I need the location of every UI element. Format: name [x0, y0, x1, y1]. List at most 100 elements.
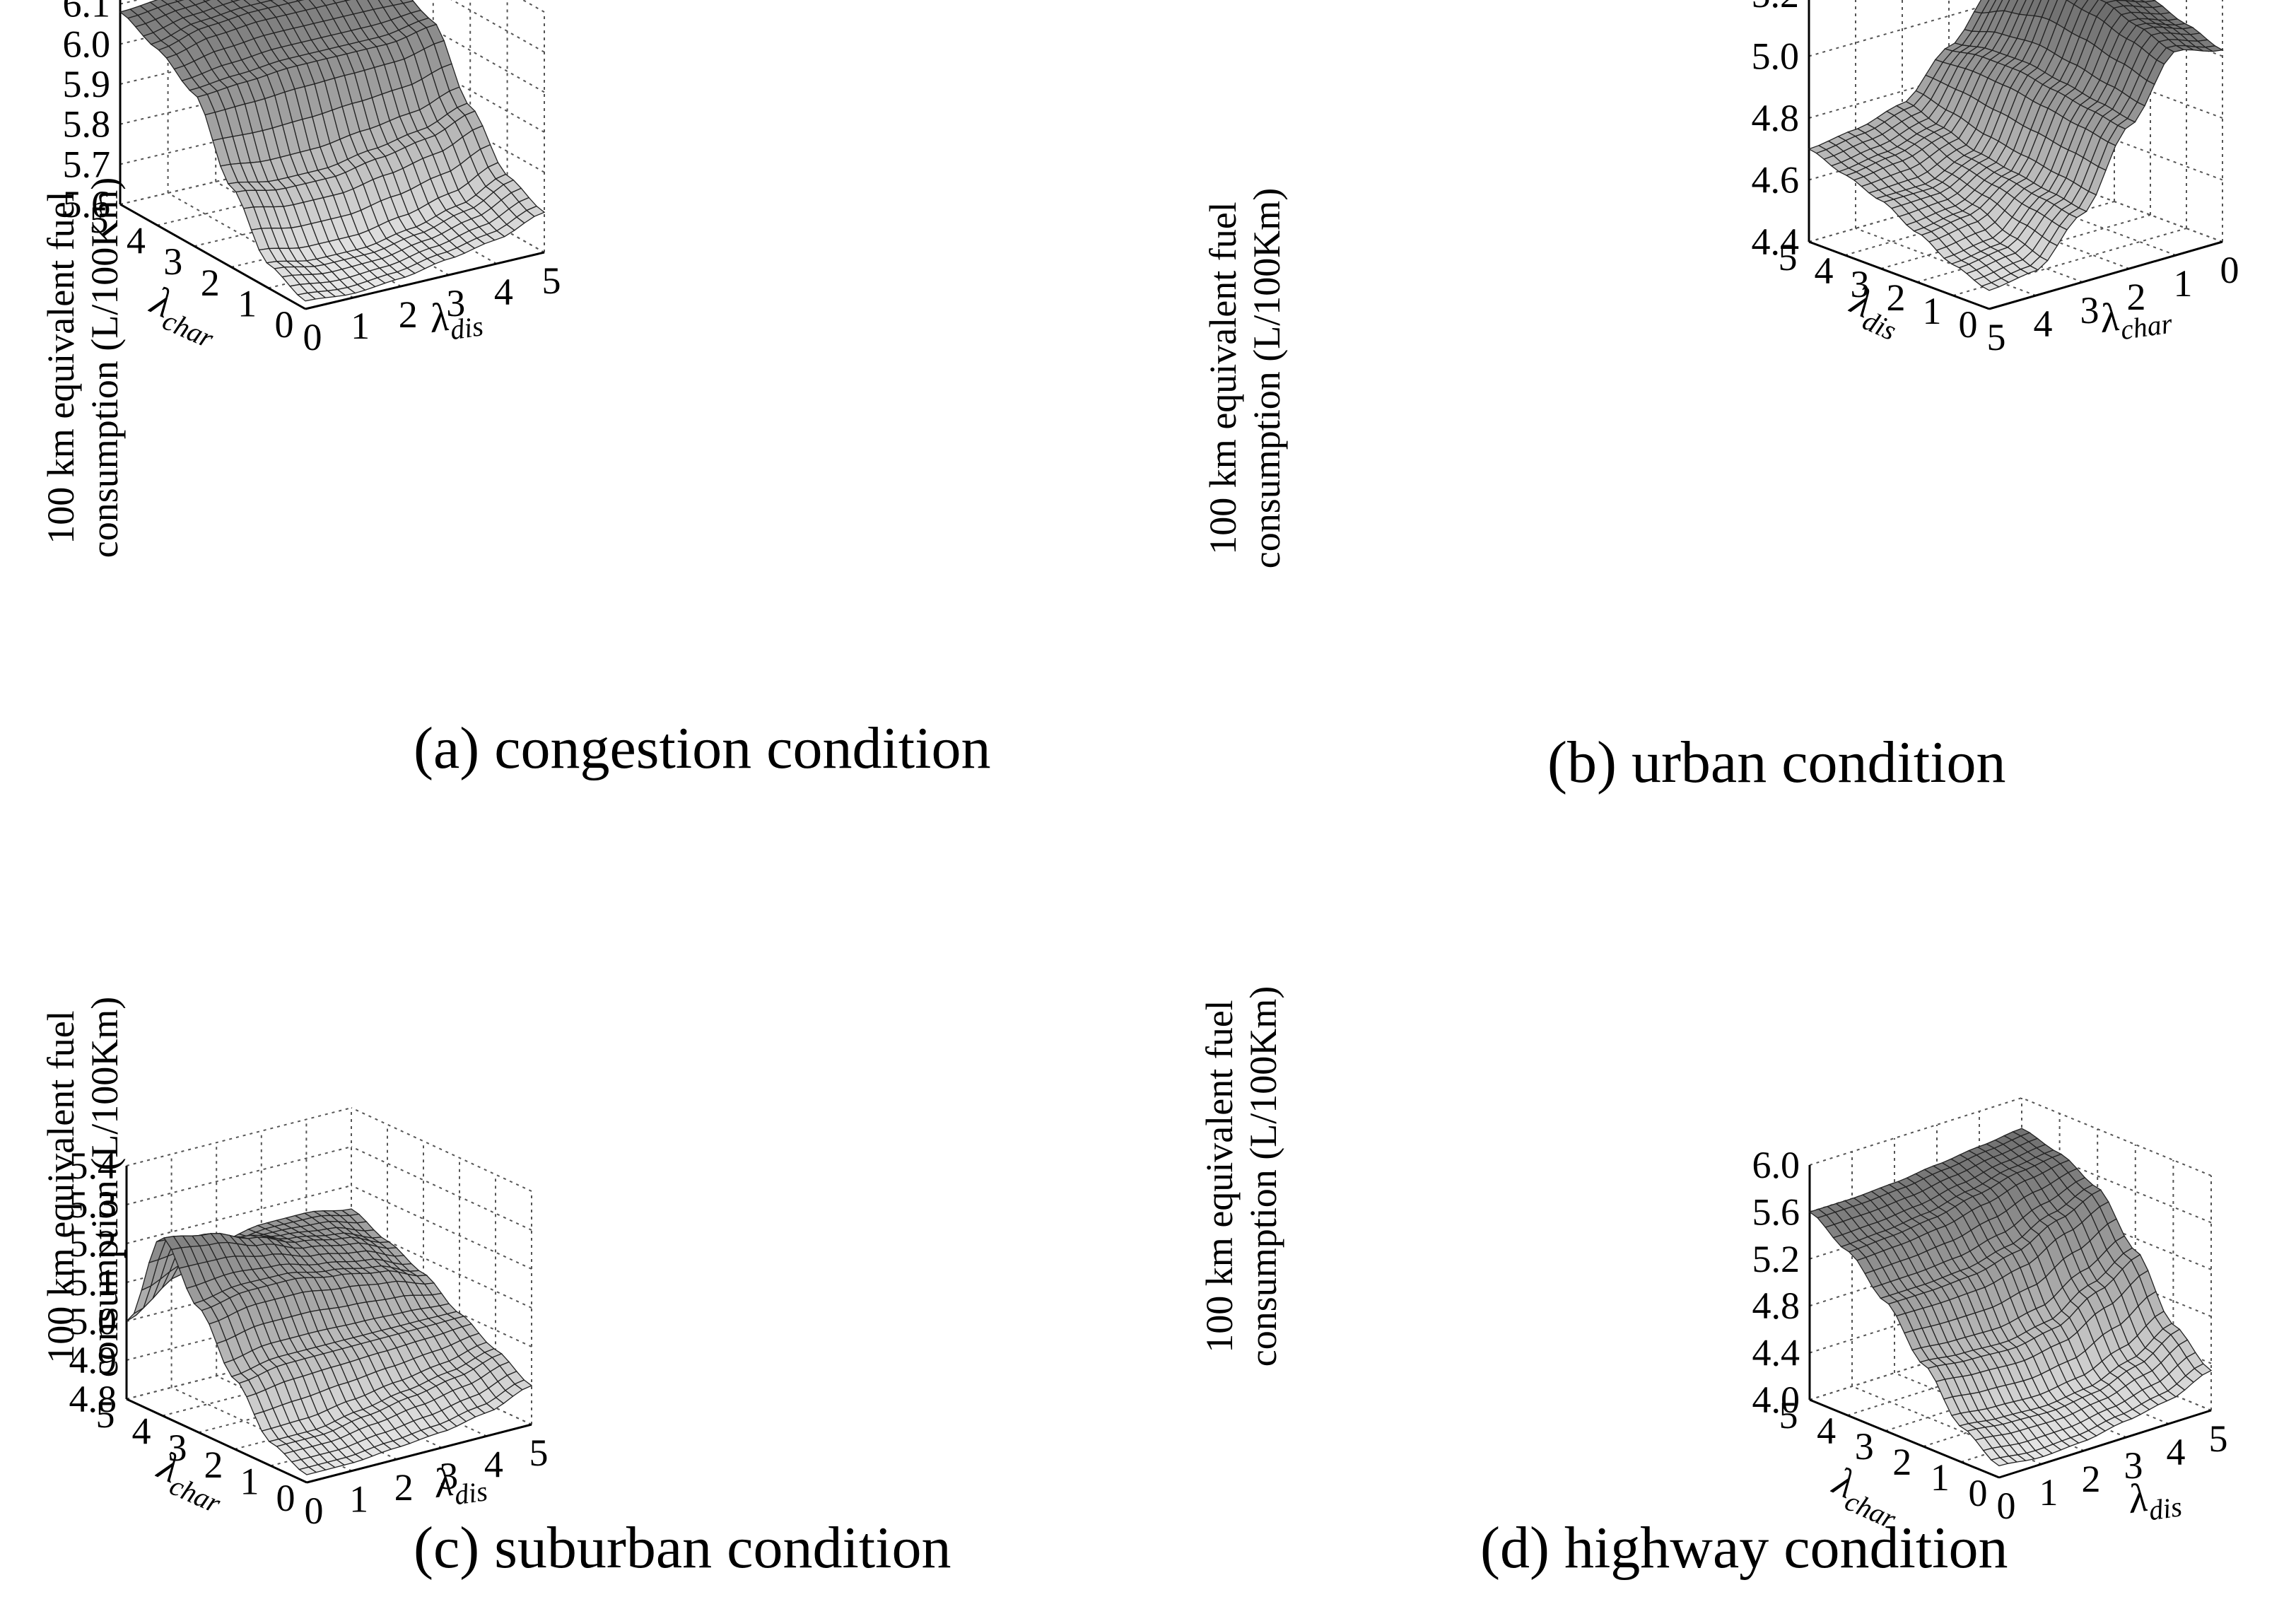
z-tick-label: 4.0 — [1752, 1379, 1800, 1421]
y-tick-label: 5 — [1779, 236, 1798, 279]
y-tick-label: 4 — [132, 1410, 151, 1453]
caption-d: (d) highway condition — [1480, 1515, 2008, 1581]
y-tick-label: 0 — [1969, 1472, 1988, 1514]
z-axis-label-a: 100 km equivalent fuel consumption (L/100… — [40, 177, 126, 558]
z-tick-label: 4.4 — [1752, 221, 1800, 263]
floor-gridline — [1952, 228, 2187, 296]
y-tick-label: 3 — [168, 1427, 187, 1469]
back-wall-gridline — [126, 1107, 352, 1166]
x-axis-label: λdis — [426, 289, 486, 349]
z-tick-label: 6.0 — [63, 23, 111, 65]
y-axis-line — [1809, 1398, 2000, 1479]
y-tick-label: 2 — [1892, 1441, 1911, 1483]
back-wall-gridline — [351, 1224, 532, 1309]
y-tick-label: 5 — [90, 199, 109, 241]
y-tick-label: 3 — [1851, 263, 1870, 305]
z-tick-label: 5.6 — [63, 183, 111, 226]
z-tick-label: 5.7 — [63, 143, 111, 185]
surface-patch — [298, 1466, 317, 1475]
y-tick-label: 0 — [1959, 303, 1978, 346]
z-tick-label: 4.6 — [1752, 159, 1800, 201]
x-axis-line — [306, 1423, 532, 1484]
z-tick-label: 5.4 — [69, 1145, 117, 1187]
x-tick-label: 2 — [399, 293, 418, 336]
y-tick-label: 1 — [238, 282, 257, 324]
y-tick-label: 5 — [1779, 1394, 1798, 1437]
x-tick-label: 0 — [2220, 249, 2239, 291]
back-wall-gridline — [351, 1107, 532, 1192]
z-tick-label: 5.2 — [1752, 1238, 1800, 1280]
floor-gridline — [1894, 1372, 2085, 1451]
x-tick-label: 0 — [305, 1490, 324, 1532]
y-tick-label: 4 — [1815, 250, 1834, 292]
y-tick-label: 1 — [1931, 1456, 1950, 1499]
x-tick-label: 0 — [303, 316, 322, 358]
surface-patch — [296, 292, 317, 302]
z-tick-label: 4.9 — [69, 1339, 117, 1381]
panel-d: 0 1 2 3 4 5 0 1 2 3 4 5 4.0 4.4 4.8 5.2 5.6 6.0 λdis λchar … — [1148, 798, 2296, 1596]
back-wall-gridline — [351, 1185, 532, 1270]
x-tick-label: 1 — [349, 1478, 368, 1521]
z-tick-label: 5.1 — [69, 1261, 117, 1304]
back-wall-gridline — [126, 1185, 352, 1244]
panel-c: 0 1 2 3 4 5 0 1 2 3 4 5 4.8 4.9 5.0 5.1 5.2 5.3 5.4 λdis λch… — [0, 798, 1148, 1596]
y-tick-label: 0 — [276, 1477, 295, 1519]
y-axis-line — [1808, 240, 1990, 310]
back-wall-gridline — [2021, 1097, 2212, 1176]
x-axis-line — [305, 251, 545, 310]
back-wall-gridline — [1809, 1097, 2022, 1166]
x-axis-line — [1998, 1409, 2212, 1479]
y-tick-label: 2 — [1887, 276, 1906, 319]
x-tick-label: 4 — [2034, 303, 2053, 345]
surface-mesh — [126, 1208, 533, 1475]
z-tick-label: 4.4 — [1752, 1332, 1800, 1374]
y-tick-label: 2 — [204, 1444, 223, 1486]
x-tick-label: 5 — [1987, 316, 2006, 358]
z-tick-label: 5.8 — [63, 103, 111, 146]
surface-plot-a: 0123450123455.65.75.85.96.06.16.2λdisλch… — [63, 0, 561, 358]
caption-c: (c) suburban condition — [414, 1515, 951, 1581]
x-tick-label: 3 — [2124, 1444, 2143, 1487]
back-wall-gridline — [351, 1146, 532, 1231]
z-axis-label-b: 100 km equivalent fuel consumption (L/100… — [1202, 187, 1288, 569]
z-tick-label: 5.0 — [69, 1300, 117, 1342]
y-axis-line — [126, 1398, 308, 1484]
x-tick-label: 1 — [2039, 1471, 2058, 1514]
y-tick-label: 0 — [275, 303, 294, 346]
y-tick-label: 2 — [201, 262, 220, 304]
y-tick-label: 1 — [240, 1460, 259, 1502]
y-tick-label: 4 — [127, 220, 146, 262]
surface-mesh — [119, 0, 546, 302]
x-tick-label: 2 — [394, 1466, 414, 1509]
surface-plot-c: 0 1 2 3 4 50123454.84.95.05.15.25.35.4λdisλch… — [69, 1107, 549, 1532]
x-tick-label: 0 — [1997, 1485, 2016, 1527]
z-tick-label: 5.2 — [69, 1222, 117, 1265]
z-axis-label-c: 100 km equivalent fuel consumption (L/100… — [40, 996, 126, 1378]
y-tick-label: 1 — [1923, 290, 1942, 332]
back-wall-gridline — [126, 1146, 352, 1205]
y-tick-label: 3 — [163, 240, 182, 283]
z-tick-label: 6.1 — [63, 0, 111, 25]
x-axis-label: λdis — [2125, 1470, 2184, 1530]
caption-a: (a) congestion condition — [414, 715, 991, 781]
z-axis-label-d: 100 km equivalent fuel consumption (L/100… — [1198, 985, 1284, 1367]
z-tick-label: 4.8 — [69, 1378, 117, 1420]
x-tick-label: 3 — [446, 282, 465, 324]
x-axis-line — [1988, 240, 2223, 310]
y-tick-label: 5 — [96, 1393, 115, 1436]
x-axis-label: λchar — [2097, 286, 2174, 349]
z-tick-label: 6.0 — [1752, 1144, 1800, 1186]
z-tick-label: 4.8 — [1752, 1285, 1800, 1327]
x-axis-label: λdis — [430, 1454, 490, 1514]
y-tick-label: 4 — [1817, 1410, 1836, 1452]
x-tick-label: 3 — [2080, 289, 2099, 332]
x-tick-label: 4 — [494, 271, 513, 313]
surface-patch — [1980, 282, 2001, 291]
y-tick-label: 3 — [1855, 1425, 1874, 1468]
x-tick-label: 5 — [542, 259, 561, 302]
x-tick-label: 1 — [351, 305, 370, 347]
x-tick-label: 1 — [2174, 262, 2193, 305]
z-tick-label: 5.0 — [1752, 35, 1800, 78]
